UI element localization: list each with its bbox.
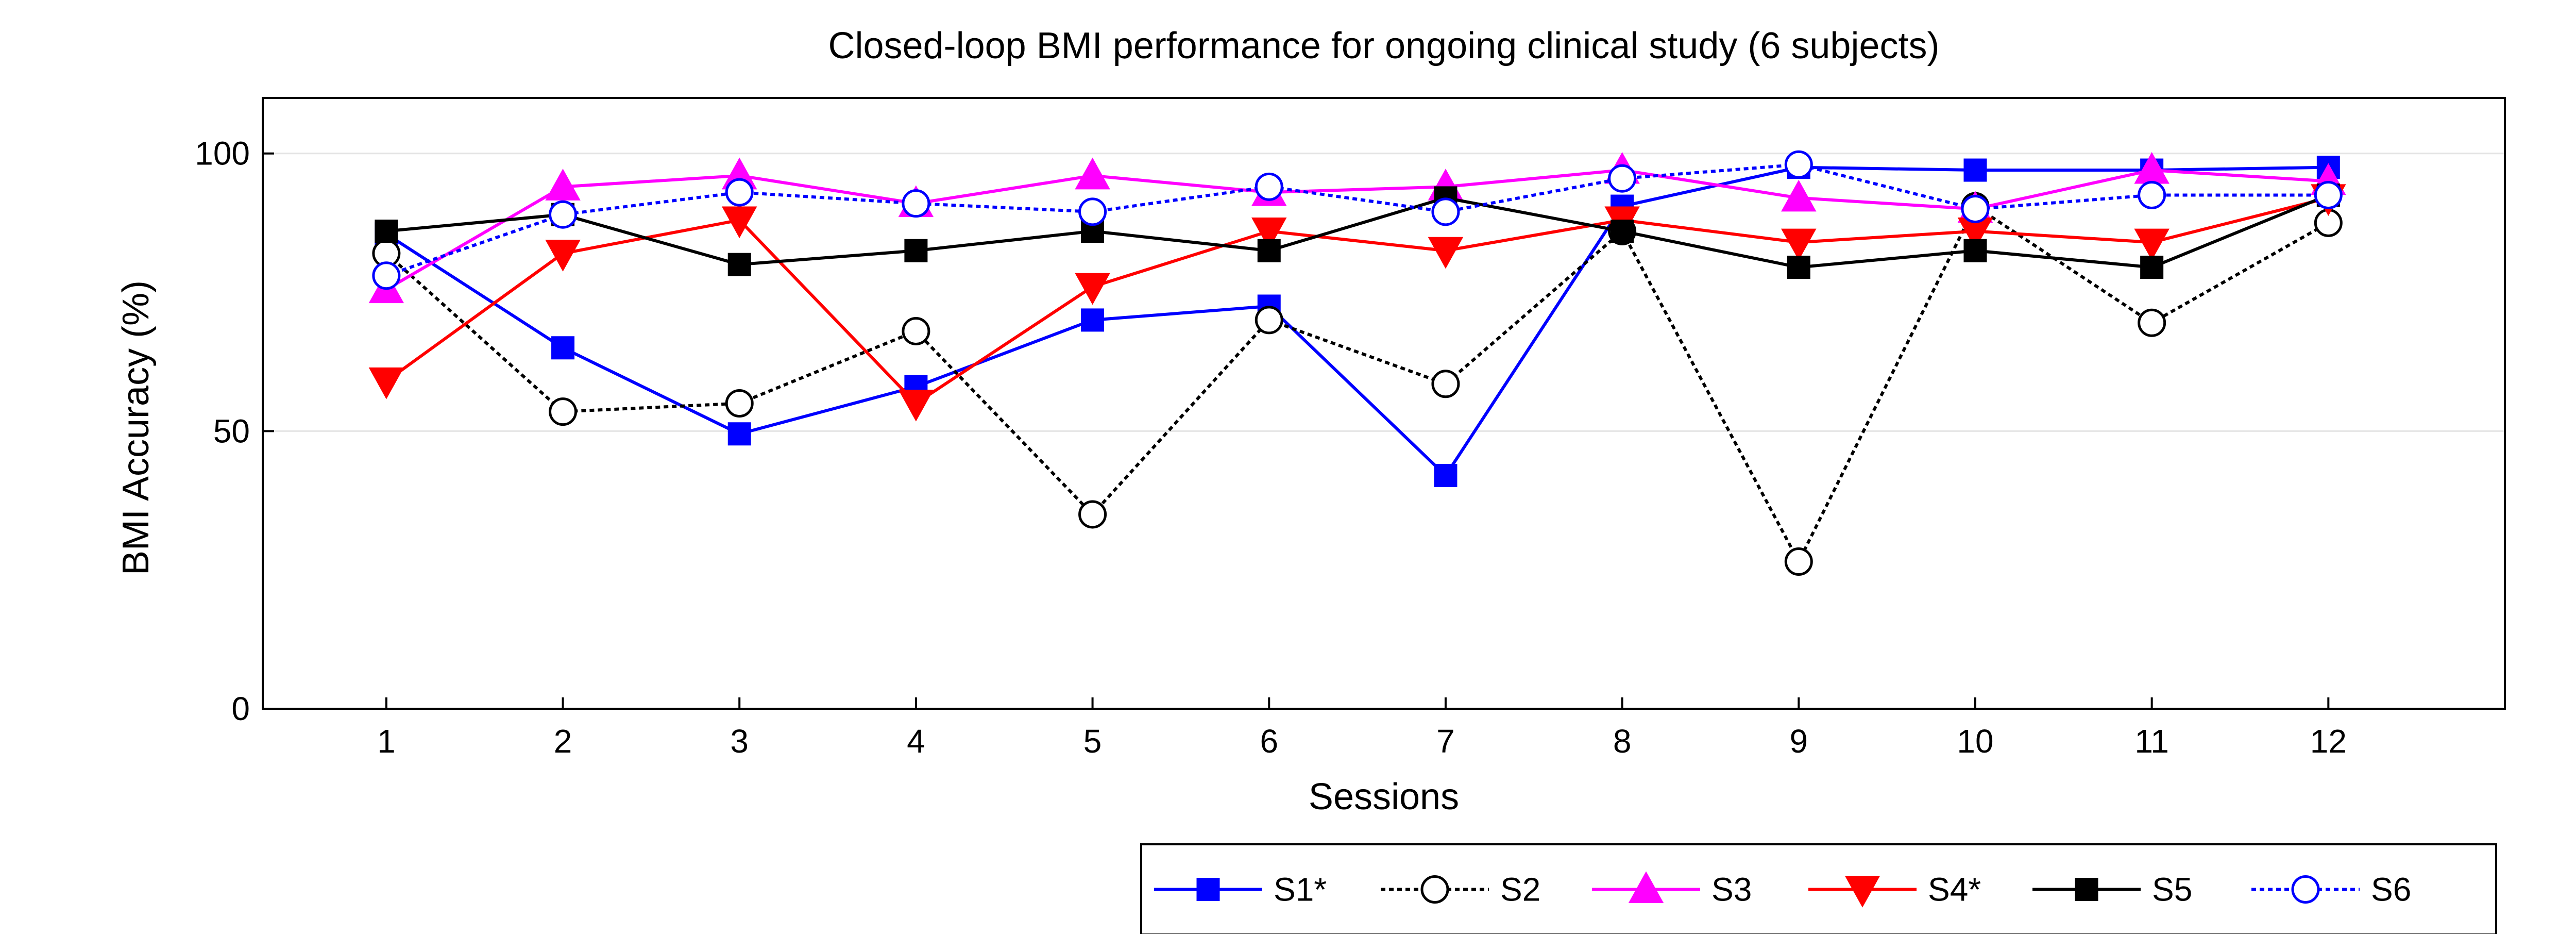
series-line [385,169,2329,291]
series-line [385,196,2329,405]
x-tick-label: 8 [1613,723,1632,760]
data-point [1961,194,1990,223]
series-6 [372,150,2343,290]
series-line [386,193,2329,269]
data-point [549,397,578,426]
data-point [725,389,754,418]
legend-label: S5 [2152,871,2192,908]
x-tick-label: 2 [554,723,572,760]
legend-entry: S2 [1381,871,1540,908]
series-line [385,205,2329,563]
legend-label: S1* [1274,871,1327,908]
data-point [1781,179,1817,212]
data-point [721,206,757,239]
x-tick-label: 11 [2134,723,2168,760]
data-point [1434,464,1458,488]
data-point [1844,876,1880,908]
data-point [727,422,751,446]
data-point [545,169,581,201]
data-point [1784,150,1813,179]
data-point [1075,273,1110,305]
legend-entry: S3 [1592,871,1752,908]
x-tick-label: 9 [1789,723,1808,760]
legend-label: S6 [2371,871,2411,908]
series-line [385,165,2329,477]
data-point [1251,218,1287,249]
data-point [551,336,575,360]
x-tick-label: 7 [1436,723,1455,760]
data-point [1608,164,1637,193]
legend-label: S2 [1500,871,1540,908]
data-point [902,316,930,345]
data-point [1196,878,1220,901]
data-point [368,367,404,399]
data-point [902,189,930,218]
legend-entry: S1* [1154,871,1327,908]
y-tick-label: 100 [195,135,250,172]
data-point [904,239,928,262]
data-point [1963,158,1987,182]
x-tick-label: 5 [1083,723,1102,760]
data-point [1431,197,1460,226]
x-tick-label: 6 [1260,723,1278,760]
plot-area [262,97,2506,710]
legend-entry: S6 [2251,871,2411,908]
chart-title: Closed-loop BMI performance for ongoing … [828,25,1939,66]
data-point [2138,308,2166,337]
x-tick-label: 1 [377,723,396,760]
data-point [2314,181,2343,210]
data-point [1081,308,1105,332]
data-point [549,200,578,229]
data-point [1255,306,1283,335]
x-tick-label: 3 [730,723,749,760]
data-point [2140,256,2164,279]
data-point [725,178,754,207]
data-point [1781,228,1817,261]
data-point [1628,871,1664,903]
series-group [368,150,2346,576]
x-tick-label: 4 [907,723,925,760]
data-point [1420,875,1449,904]
y-tick-label: 0 [231,690,250,727]
data-point [372,261,401,290]
data-point [1784,547,1813,576]
data-point [2138,181,2166,210]
x-tick-label: 10 [1957,723,1993,760]
data-point [1431,370,1460,398]
series-4 [368,184,2346,422]
data-point [2134,228,2170,261]
data-point [2075,878,2098,901]
data-point [1787,256,1810,279]
data-point [1255,172,1283,201]
y-tick-label: 50 [213,412,250,449]
data-point [1428,237,1464,269]
legend-label: S4* [1928,871,1981,908]
data-point [2291,875,2320,904]
data-point [545,240,581,272]
data-point [1078,197,1107,226]
x-axis-label: Sessions [1309,776,1459,818]
data-point [1078,500,1107,529]
legend-label: S3 [1711,871,1752,908]
legend: S1* S2 S3 S4* S5 S6 [1140,843,2497,934]
data-point [375,220,398,243]
data-point [1075,157,1110,190]
data-point [1257,239,1281,262]
legend-entry: S5 [2032,871,2192,908]
legend-entry: S4* [1808,871,1981,908]
y-axis-label: BMI Accuracy (%) [115,280,157,575]
gridlines [263,153,2505,432]
data-point [1963,239,1987,262]
series-line [385,163,2329,277]
data-point [898,390,934,422]
data-point [727,253,751,276]
x-tick-label: 12 [2310,723,2347,760]
data-point [1611,220,1634,243]
